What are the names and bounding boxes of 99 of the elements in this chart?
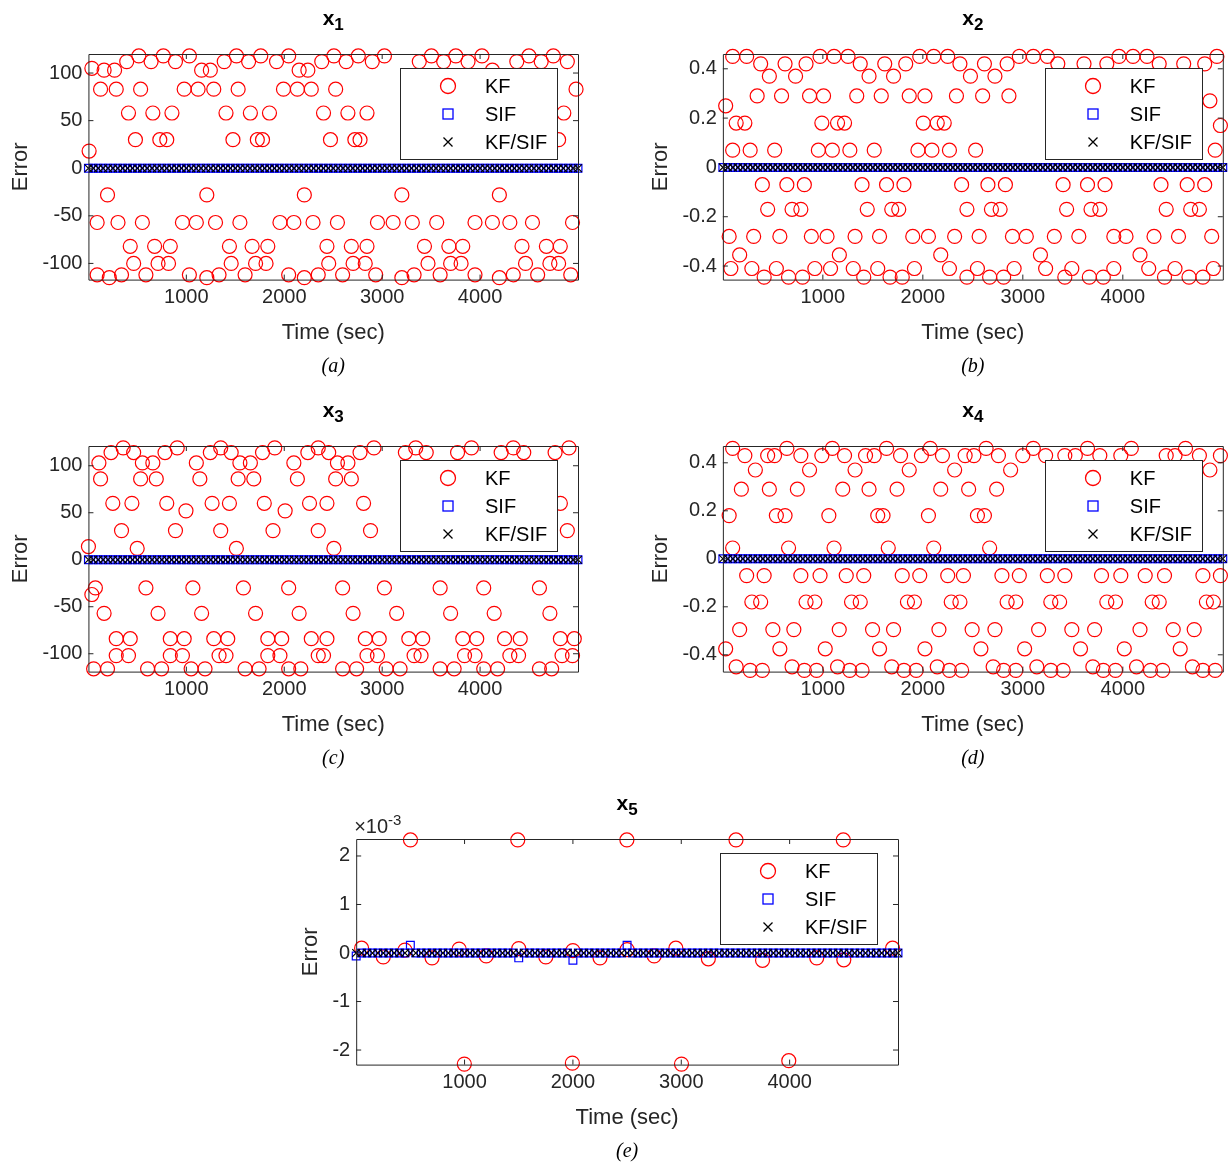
x-tick-label: 2000 bbox=[550, 1070, 596, 1093]
x-tick-label: 1000 bbox=[442, 1070, 487, 1093]
y-tick-label: 0.4 bbox=[689, 56, 717, 79]
y-tick-label: -100 bbox=[42, 250, 83, 273]
point bbox=[592, 950, 608, 966]
y-tick-label: 2 bbox=[339, 843, 351, 866]
x-tick-label: 1000 bbox=[164, 677, 209, 700]
text: (c) bbox=[322, 746, 345, 769]
y-tick-label: -2 bbox=[332, 1037, 351, 1060]
y-tick-label: 0.2 bbox=[689, 105, 717, 128]
text: ×10$^{-3}$ bbox=[354, 811, 402, 838]
x-tick-label: 4000 bbox=[767, 1070, 812, 1093]
x-tick-label: 3000 bbox=[1000, 285, 1046, 308]
x-tick-label: 1000 bbox=[800, 677, 846, 700]
x-tick-label: 1000 bbox=[164, 285, 209, 308]
y-tick-label: 0.4 bbox=[689, 450, 717, 473]
y-tick-label: 50 bbox=[60, 500, 83, 523]
y-tick-label: -0.2 bbox=[682, 204, 717, 227]
y-tick-label: 0 bbox=[71, 155, 83, 178]
y-tick-label: 100 bbox=[49, 453, 83, 476]
y-tick-label: 1 bbox=[339, 892, 351, 915]
point bbox=[884, 940, 901, 956]
legend-label: KF bbox=[1129, 466, 1156, 490]
y-tick-label: 0 bbox=[71, 547, 83, 570]
legend-label: KF/SIF bbox=[1129, 130, 1193, 154]
x-tick-label: 3000 bbox=[359, 285, 405, 308]
y-tick-label: -100 bbox=[42, 641, 83, 664]
point bbox=[668, 940, 684, 956]
x-tick-label: 4000 bbox=[457, 677, 503, 700]
legend-label: KF bbox=[1129, 74, 1156, 98]
point bbox=[354, 940, 370, 956]
x-axis-title: Time (sec) bbox=[281, 318, 385, 344]
y-tick-label: 0.2 bbox=[689, 498, 717, 521]
y-tick-label: -0.4 bbox=[682, 253, 717, 276]
y-tick-label: -0.4 bbox=[682, 642, 717, 665]
point bbox=[700, 951, 716, 967]
y-tick-label: -1 bbox=[332, 989, 351, 1012]
y-axis-title: Error bbox=[7, 534, 33, 584]
point bbox=[836, 952, 852, 968]
x-axis-title: Time (sec) bbox=[921, 318, 1025, 344]
text: (b) bbox=[961, 354, 985, 377]
x-axis-title: Time (sec) bbox=[575, 1103, 679, 1129]
chart-title: x$_{2}$ bbox=[962, 6, 984, 36]
y-tick-label: 0 bbox=[705, 154, 717, 177]
point bbox=[619, 832, 635, 848]
legend-label: KF bbox=[485, 466, 511, 490]
y-tick-label: 50 bbox=[60, 108, 83, 131]
x-tick-label: 3000 bbox=[659, 1070, 704, 1093]
x-tick-label: 3000 bbox=[1000, 677, 1046, 700]
legend-label: SIF bbox=[805, 887, 837, 911]
x-axis-title: Time (sec) bbox=[921, 710, 1025, 736]
point bbox=[728, 832, 744, 848]
y-axis-title: Error bbox=[647, 534, 673, 584]
x-tick-label: 2000 bbox=[900, 285, 946, 308]
point bbox=[781, 1053, 797, 1069]
y-axis-title: Error bbox=[297, 927, 323, 977]
x-tick-label: 4000 bbox=[457, 285, 503, 308]
legend-label: KF/SIF bbox=[485, 522, 548, 546]
point bbox=[754, 952, 771, 968]
point bbox=[510, 832, 526, 848]
y-tick-label: -0.2 bbox=[682, 594, 717, 617]
x-axis-title: Time (sec) bbox=[281, 710, 385, 736]
chart-title: x$_{4}$ bbox=[962, 398, 984, 428]
x-tick-label: 2000 bbox=[900, 677, 946, 700]
legend-label: KF bbox=[805, 859, 831, 883]
y-tick-label: 0 bbox=[705, 546, 717, 569]
text: (d) bbox=[961, 746, 985, 769]
legend-label: SIF bbox=[1129, 102, 1161, 126]
chart-title: x$_{1}$ bbox=[322, 6, 344, 36]
y-tick-label: 0 bbox=[339, 940, 351, 963]
y-axis-title: Error bbox=[647, 142, 673, 192]
x-tick-label: 2000 bbox=[262, 677, 307, 700]
x-tick-label: 1000 bbox=[800, 285, 846, 308]
y-tick-label: 100 bbox=[49, 60, 83, 83]
legend-label: KF/SIF bbox=[485, 130, 548, 154]
chart-title: x$_{3}$ bbox=[322, 398, 344, 428]
point bbox=[835, 832, 851, 848]
legend-label: SIF bbox=[1129, 494, 1161, 518]
x-tick-label: 2000 bbox=[262, 285, 307, 308]
legend-label: KF bbox=[485, 74, 511, 98]
text: (a) bbox=[321, 354, 345, 377]
point bbox=[402, 832, 419, 848]
x-tick-label: 4000 bbox=[1100, 677, 1146, 700]
point bbox=[424, 950, 440, 966]
point bbox=[564, 1055, 580, 1071]
point bbox=[456, 1056, 472, 1072]
chart-title: x$_{5}$ bbox=[616, 791, 638, 821]
legend-label: SIF bbox=[485, 494, 517, 518]
text: (e) bbox=[615, 1139, 639, 1162]
legend-label: SIF bbox=[485, 102, 517, 126]
point bbox=[809, 950, 825, 966]
point bbox=[673, 1056, 690, 1072]
y-axis-title: Error bbox=[7, 142, 33, 192]
y-tick-label: -50 bbox=[53, 203, 83, 226]
legend-label: KF/SIF bbox=[1129, 522, 1193, 546]
legend-label: KF/SIF bbox=[805, 915, 868, 939]
x-tick-label: 4000 bbox=[1100, 285, 1146, 308]
y-tick-label: -50 bbox=[53, 594, 83, 617]
x-tick-label: 3000 bbox=[359, 677, 405, 700]
